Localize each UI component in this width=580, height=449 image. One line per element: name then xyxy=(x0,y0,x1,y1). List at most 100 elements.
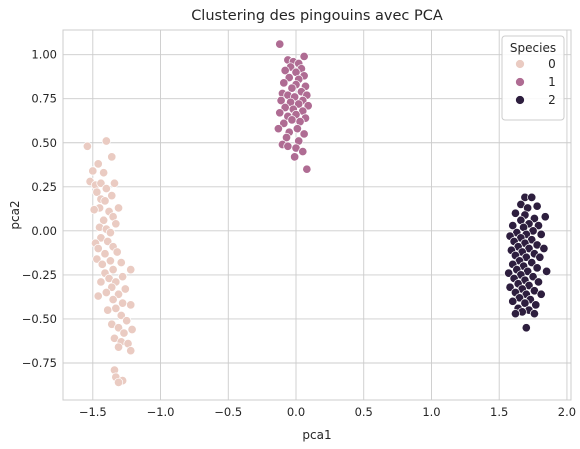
data-point-species-0 xyxy=(113,203,124,213)
x-tick-label: −1.5 xyxy=(79,405,107,419)
data-point-species-1 xyxy=(276,95,286,106)
data-point-species-2 xyxy=(527,258,537,268)
data-point-species-0 xyxy=(116,310,126,320)
data-point-species-1 xyxy=(294,99,304,109)
legend-marker-0 xyxy=(515,59,525,69)
data-point-species-2 xyxy=(531,300,541,310)
data-point-species-1 xyxy=(273,124,283,134)
data-point-species-0 xyxy=(118,272,128,282)
data-point-species-2 xyxy=(521,323,531,333)
data-point-species-0 xyxy=(101,287,111,298)
y-tick-label: 0.50 xyxy=(31,136,57,150)
data-point-species-0 xyxy=(122,316,132,326)
data-point-species-2 xyxy=(536,229,546,239)
x-tick-label: 1.0 xyxy=(422,405,440,419)
y-tick-label: −0.75 xyxy=(22,356,57,370)
data-point-species-0 xyxy=(101,136,111,146)
legend-title: Species xyxy=(510,41,556,55)
data-point-species-0 xyxy=(103,236,113,246)
legend-label-2: 2 xyxy=(548,93,556,107)
data-point-species-2 xyxy=(528,272,538,282)
x-axis-label: pca1 xyxy=(302,428,331,442)
data-point-species-2 xyxy=(520,298,530,308)
legend-label-1: 1 xyxy=(548,75,556,89)
data-point-species-1 xyxy=(280,65,290,76)
x-tick-label: 0.0 xyxy=(287,405,305,419)
data-point-species-0 xyxy=(93,243,103,254)
data-point-species-0 xyxy=(88,166,98,176)
data-point-species-0 xyxy=(93,159,103,169)
x-tick-label: 0.5 xyxy=(355,405,373,419)
x-tick-labels: −1.5 −1.0 −0.5 0.0 0.5 1.0 1.5 2.0 xyxy=(79,405,576,419)
data-point-species-2 xyxy=(540,212,550,222)
y-tick-label: 0.00 xyxy=(31,224,57,238)
data-point-species-0 xyxy=(126,300,136,310)
data-point-species-0 xyxy=(111,303,121,313)
data-point-species-2 xyxy=(533,277,544,287)
data-point-species-0 xyxy=(113,289,124,299)
chart-title: Clustering des pingouins avec PCA xyxy=(191,8,443,24)
data-point-species-0 xyxy=(126,265,136,275)
legend-marker-2 xyxy=(515,95,525,105)
data-point-species-2 xyxy=(533,221,544,231)
data-point-species-0 xyxy=(113,342,124,352)
x-tick-label: 2.0 xyxy=(558,405,576,419)
data-point-species-2 xyxy=(510,208,521,218)
data-point-species-0 xyxy=(93,291,103,301)
data-point-species-0 xyxy=(112,247,122,257)
data-point-species-1 xyxy=(299,129,309,139)
data-point-species-1 xyxy=(292,124,302,134)
legend-marker-1 xyxy=(515,77,525,87)
y-tick-label: −0.50 xyxy=(22,312,57,326)
data-point-species-1 xyxy=(283,141,293,151)
data-point-species-2 xyxy=(508,221,518,231)
data-point-species-1 xyxy=(287,115,297,125)
y-tick-label: −0.25 xyxy=(22,268,57,282)
data-point-species-0 xyxy=(100,249,110,259)
data-point-species-1 xyxy=(302,164,312,174)
legend-label-0: 0 xyxy=(548,57,556,71)
data-point-species-0 xyxy=(109,178,120,188)
data-point-species-2 xyxy=(510,309,521,319)
data-point-species-1 xyxy=(287,83,297,93)
data-point-species-0 xyxy=(107,282,117,292)
x-tick-label: −1.0 xyxy=(147,405,175,419)
data-point-species-0 xyxy=(96,178,106,188)
data-point-species-0 xyxy=(105,256,115,266)
y-axis-label: pca2 xyxy=(8,200,22,229)
y-tick-label: 0.75 xyxy=(31,92,57,106)
data-point-species-0 xyxy=(97,259,107,269)
data-point-species-0 xyxy=(113,377,124,387)
data-point-species-0 xyxy=(105,228,115,238)
data-point-species-0 xyxy=(116,258,126,268)
data-point-species-1 xyxy=(298,147,308,157)
data-point-species-2 xyxy=(508,296,518,306)
data-point-species-0 xyxy=(99,215,109,225)
data-point-species-2 xyxy=(532,263,542,273)
data-point-species-0 xyxy=(111,219,121,229)
data-point-species-0 xyxy=(100,196,110,206)
grid-lines xyxy=(63,30,571,400)
data-point-species-0 xyxy=(127,324,137,335)
data-point-species-2 xyxy=(535,252,545,262)
y-tick-label: 0.25 xyxy=(31,180,57,194)
data-point-species-2 xyxy=(542,266,552,276)
data-point-species-2 xyxy=(505,282,515,292)
x-tick-label: −0.5 xyxy=(214,405,242,419)
data-point-species-0 xyxy=(96,277,106,287)
data-point-species-2 xyxy=(539,243,549,254)
data-point-species-0 xyxy=(107,191,117,201)
data-point-species-2 xyxy=(527,192,537,202)
data-point-species-0 xyxy=(92,254,102,264)
data-point-species-0 xyxy=(82,141,92,151)
y-tick-labels: −0.75 −0.50 −0.25 0.00 0.25 0.50 0.75 1.00 xyxy=(22,48,57,370)
data-point-species-1 xyxy=(299,51,309,61)
data-point-species-1 xyxy=(275,39,285,49)
x-tick-label: 1.5 xyxy=(490,405,508,419)
data-point-species-2 xyxy=(536,289,546,299)
data-point-species-1 xyxy=(281,132,292,143)
data-point-species-0 xyxy=(92,187,102,197)
data-point-species-0 xyxy=(89,205,99,215)
data-point-species-2 xyxy=(532,201,542,211)
